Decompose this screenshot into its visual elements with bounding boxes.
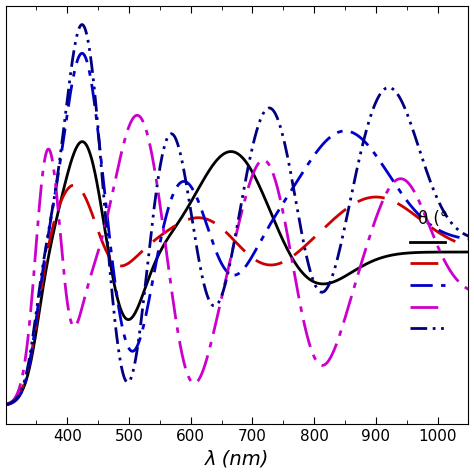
X-axis label: λ (nm): λ (nm) xyxy=(205,449,269,468)
Legend: , , , , : , , , , xyxy=(404,204,462,342)
